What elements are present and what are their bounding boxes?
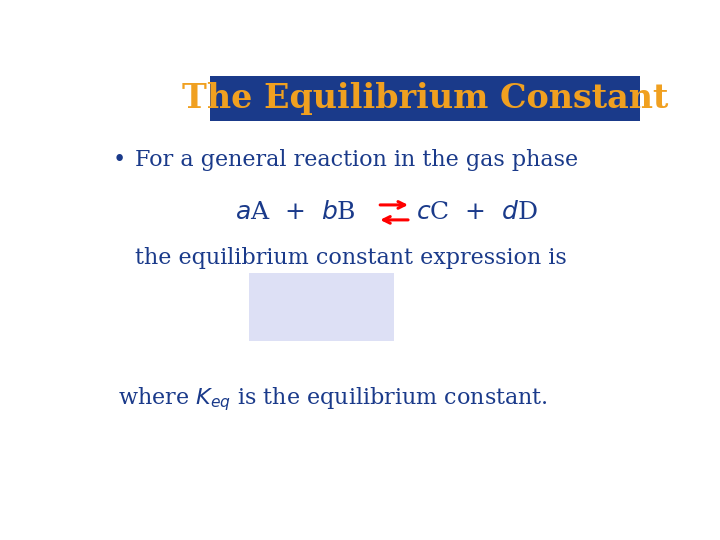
Text: $c$C  +  $d$D: $c$C + $d$D xyxy=(416,201,539,224)
Text: where $\mathit{K}_{\mathit{eq}}$ is the equilibrium constant.: where $\mathit{K}_{\mathit{eq}}$ is the … xyxy=(118,386,548,414)
FancyBboxPatch shape xyxy=(249,273,394,341)
Text: For a general reaction in the gas phase: For a general reaction in the gas phase xyxy=(135,150,577,171)
Text: •: • xyxy=(112,150,125,171)
FancyBboxPatch shape xyxy=(210,76,639,121)
Text: $a$A  +  $b$B: $a$A + $b$B xyxy=(235,201,356,224)
Text: The Equilibrium Constant: The Equilibrium Constant xyxy=(181,82,668,115)
Text: the equilibrium constant expression is: the equilibrium constant expression is xyxy=(135,247,567,269)
